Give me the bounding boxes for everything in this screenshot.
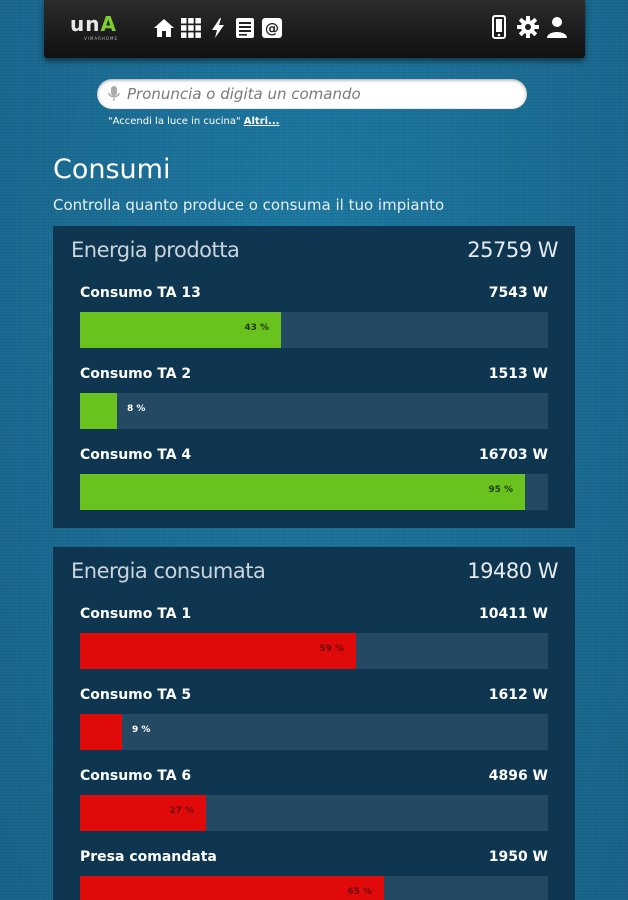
row-value: 7543 W xyxy=(488,285,548,301)
row-value: 10411 W xyxy=(478,606,548,622)
hint-example: "Accendi la luce in cucina" xyxy=(108,116,241,127)
row-label: Consumo TA 13 xyxy=(80,285,201,301)
row-value: 1950 W xyxy=(488,849,548,865)
more-examples-link[interactable]: Altri... xyxy=(243,116,280,127)
usage-bar-track: 27 % xyxy=(80,795,548,831)
page-subtitle: Controlla quanto produce o consuma il tu… xyxy=(53,196,445,214)
panel-header: Energia prodotta 25759 W xyxy=(53,226,575,278)
energy-consumed-panel: Energia consumata 19480 W Consumo TA 1 10… xyxy=(53,547,575,900)
panel-total: 25759 W xyxy=(467,238,558,262)
usage-bar-track: 8 % xyxy=(80,393,548,429)
usage-bar-track: 59 % xyxy=(80,633,548,669)
consumption-row[interactable]: Consumo TA 13 7543 W 43 % xyxy=(53,278,575,359)
consumption-row[interactable]: Presa comandata 1950 W 65 % xyxy=(53,842,575,900)
usage-bar-fill xyxy=(80,795,206,831)
usage-bar-fill xyxy=(80,876,384,900)
logo-text: unA xyxy=(70,12,117,36)
row-value: 4896 W xyxy=(488,768,548,784)
row-label: Consumo TA 4 xyxy=(80,447,192,463)
command-search-bar[interactable] xyxy=(97,79,527,109)
panel-title: Energia consumata xyxy=(71,559,266,583)
energy-icon[interactable] xyxy=(206,16,230,40)
at-mail-icon[interactable]: @ xyxy=(260,16,284,40)
usage-bar-track: 95 % xyxy=(80,474,548,510)
percent-label: 43 % xyxy=(244,323,269,333)
gear-icon[interactable] xyxy=(516,15,540,39)
usage-bar-fill xyxy=(80,393,117,429)
document-icon[interactable] xyxy=(233,16,257,40)
consumption-row[interactable]: Consumo TA 6 4896 W 27 % xyxy=(53,761,575,842)
logo-subtext: VIMARHOME xyxy=(84,36,119,41)
panel-title: Energia prodotta xyxy=(71,238,240,262)
command-hint: "Accendi la luce in cucina" Altri... xyxy=(108,116,279,127)
row-label: Consumo TA 2 xyxy=(80,366,192,382)
right-toolbar xyxy=(487,15,569,39)
energy-produced-panel: Energia prodotta 25759 W Consumo TA 13 75… xyxy=(53,226,575,528)
row-label: Consumo TA 6 xyxy=(80,768,192,784)
panel-header: Energia consumata 19480 W xyxy=(53,547,575,599)
page-title: Consumi xyxy=(53,154,171,185)
main-nav: @ xyxy=(152,16,284,40)
percent-label: 8 % xyxy=(127,404,146,414)
consumption-row[interactable]: Consumo TA 1 10411 W 59 % xyxy=(53,599,575,680)
usage-bar-fill xyxy=(80,312,281,348)
consumed-list: Consumo TA 1 10411 W 59 % Consumo TA 5 1612 … xyxy=(53,599,575,900)
user-icon[interactable] xyxy=(545,15,569,39)
mobile-device-icon[interactable] xyxy=(487,15,511,39)
consumption-row[interactable]: Consumo TA 5 1612 W 9 % xyxy=(53,680,575,761)
app-logo[interactable]: unA VIMARHOME xyxy=(70,14,132,42)
row-value: 1513 W xyxy=(488,366,548,382)
row-label: Presa comandata xyxy=(80,849,217,865)
usage-bar-fill xyxy=(80,714,122,750)
percent-label: 65 % xyxy=(347,887,372,897)
usage-bar-fill xyxy=(80,633,356,669)
percent-label: 9 % xyxy=(132,725,151,735)
consumption-row[interactable]: Consumo TA 4 16703 W 95 % xyxy=(53,440,575,521)
row-label: Consumo TA 1 xyxy=(80,606,192,622)
command-input[interactable] xyxy=(127,85,507,103)
row-value: 16703 W xyxy=(478,447,548,463)
row-label: Consumo TA 5 xyxy=(80,687,192,703)
percent-label: 59 % xyxy=(319,644,344,654)
produced-list: Consumo TA 13 7543 W 43 % Consumo TA 2 1513 … xyxy=(53,278,575,521)
apps-grid-icon[interactable] xyxy=(179,16,203,40)
usage-bar-fill xyxy=(80,474,525,510)
row-value: 1612 W xyxy=(488,687,548,703)
top-bar: unA VIMARHOME @ xyxy=(44,0,585,58)
percent-label: 27 % xyxy=(169,806,194,816)
microphone-icon[interactable] xyxy=(107,85,121,103)
svg-text:@: @ xyxy=(265,21,279,37)
usage-bar-track: 43 % xyxy=(80,312,548,348)
percent-label: 95 % xyxy=(488,485,513,495)
consumption-row[interactable]: Consumo TA 2 1513 W 8 % xyxy=(53,359,575,440)
usage-bar-track: 9 % xyxy=(80,714,548,750)
home-icon[interactable] xyxy=(152,16,176,40)
usage-bar-track: 65 % xyxy=(80,876,548,900)
panel-total: 19480 W xyxy=(467,559,558,583)
